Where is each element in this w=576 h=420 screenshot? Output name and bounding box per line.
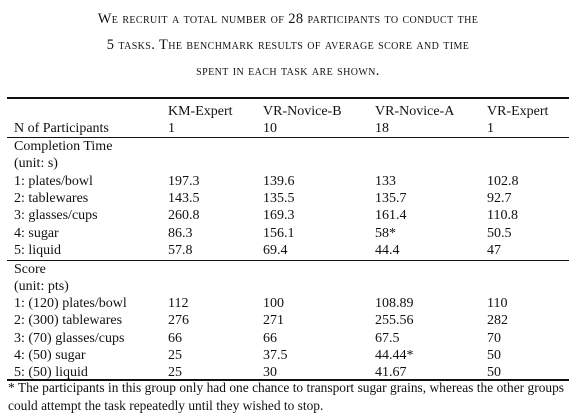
cell-value: 255.56 <box>375 313 414 328</box>
section-title: Completion Time <box>14 139 113 154</box>
header-vr-expert: VR-Expert <box>487 104 549 119</box>
section-unit: (unit: s) <box>14 156 58 171</box>
cell-value: 69.4 <box>263 243 288 258</box>
cell-value: 50 <box>487 348 501 363</box>
cell-value: 108.89 <box>375 296 414 311</box>
cell-value: 47 <box>487 243 501 258</box>
cell-value: 112 <box>168 296 189 311</box>
cell-value: 260.8 <box>168 208 200 223</box>
header-rule <box>7 137 569 138</box>
row-label: 4: sugar <box>14 226 59 241</box>
row-label: 2: (300) tablewares <box>14 313 123 328</box>
section-unit: (unit: pts) <box>14 279 69 294</box>
cell-value: 276 <box>168 313 189 328</box>
caption-line-1: We recruit a total number of 28 particip… <box>97 11 479 27</box>
cell-value: 110 <box>487 296 508 311</box>
participants-count: 10 <box>263 121 277 136</box>
cell-value: 50 <box>487 365 501 380</box>
cell-value: 30 <box>263 365 277 380</box>
cell-value: 135.5 <box>263 191 295 206</box>
table-caption: We recruit a total number of 28 particip… <box>0 6 576 84</box>
section-rule <box>7 260 569 261</box>
cell-value: 70 <box>487 331 501 346</box>
cell-value: 50.5 <box>487 226 512 241</box>
participants-label: N of Participants <box>14 121 109 136</box>
cell-value: 197.3 <box>168 174 200 189</box>
cell-value: 102.8 <box>487 174 519 189</box>
cell-value: 41.67 <box>375 365 407 380</box>
participants-count: 1 <box>168 121 175 136</box>
bottom-rule <box>7 379 569 381</box>
header-vr-novice-a: VR-Novice-A <box>375 104 455 119</box>
cell-value: 37.5 <box>263 348 288 363</box>
row-label: 3: (70) glasses/cups <box>14 331 125 346</box>
cell-value: 133 <box>375 174 396 189</box>
cell-value: 92.7 <box>487 191 512 206</box>
cell-value: 161.4 <box>375 208 407 223</box>
cell-value: 169.3 <box>263 208 295 223</box>
cell-value: 67.5 <box>375 331 400 346</box>
cell-value: 86.3 <box>168 226 193 241</box>
row-label: 5: (50) liquid <box>14 365 88 380</box>
caption-line-3: spent in each task are shown. <box>196 63 380 79</box>
top-rule <box>7 97 569 99</box>
row-label: 4: (50) sugar <box>14 348 86 363</box>
caption-line-2: 5 tasks. The benchmark results of averag… <box>106 37 470 53</box>
row-label: 5: liquid <box>14 243 62 258</box>
cell-value: 66 <box>263 331 277 346</box>
row-label: 1: plates/bowl <box>14 174 93 189</box>
cell-value: 139.6 <box>263 174 295 189</box>
cell-value: 25 <box>168 365 182 380</box>
cell-value: 44.4 <box>375 243 400 258</box>
participants-count: 18 <box>375 121 389 136</box>
cell-value: 66 <box>168 331 182 346</box>
cell-value: 100 <box>263 296 284 311</box>
cell-value: 44.44* <box>375 348 414 363</box>
participants-count: 1 <box>487 121 494 136</box>
row-label: 2: tablewares <box>14 191 89 206</box>
cell-value: 110.8 <box>487 208 518 223</box>
row-label: 3: glasses/cups <box>14 208 98 223</box>
section-title: Score <box>14 262 46 277</box>
cell-value: 282 <box>487 313 508 328</box>
header-km-expert: KM-Expert <box>168 104 233 119</box>
cell-value: 143.5 <box>168 191 200 206</box>
cell-value: 25 <box>168 348 182 363</box>
cell-value: 58* <box>375 226 396 241</box>
cell-value: 156.1 <box>263 226 295 241</box>
header-vr-novice-b: VR-Novice-B <box>263 104 342 119</box>
cell-value: 135.7 <box>375 191 407 206</box>
row-label: 1: (120) plates/bowl <box>14 296 127 311</box>
table-footnote: * The participants in this group only ha… <box>8 380 564 413</box>
cell-value: 271 <box>263 313 284 328</box>
cell-value: 57.8 <box>168 243 193 258</box>
